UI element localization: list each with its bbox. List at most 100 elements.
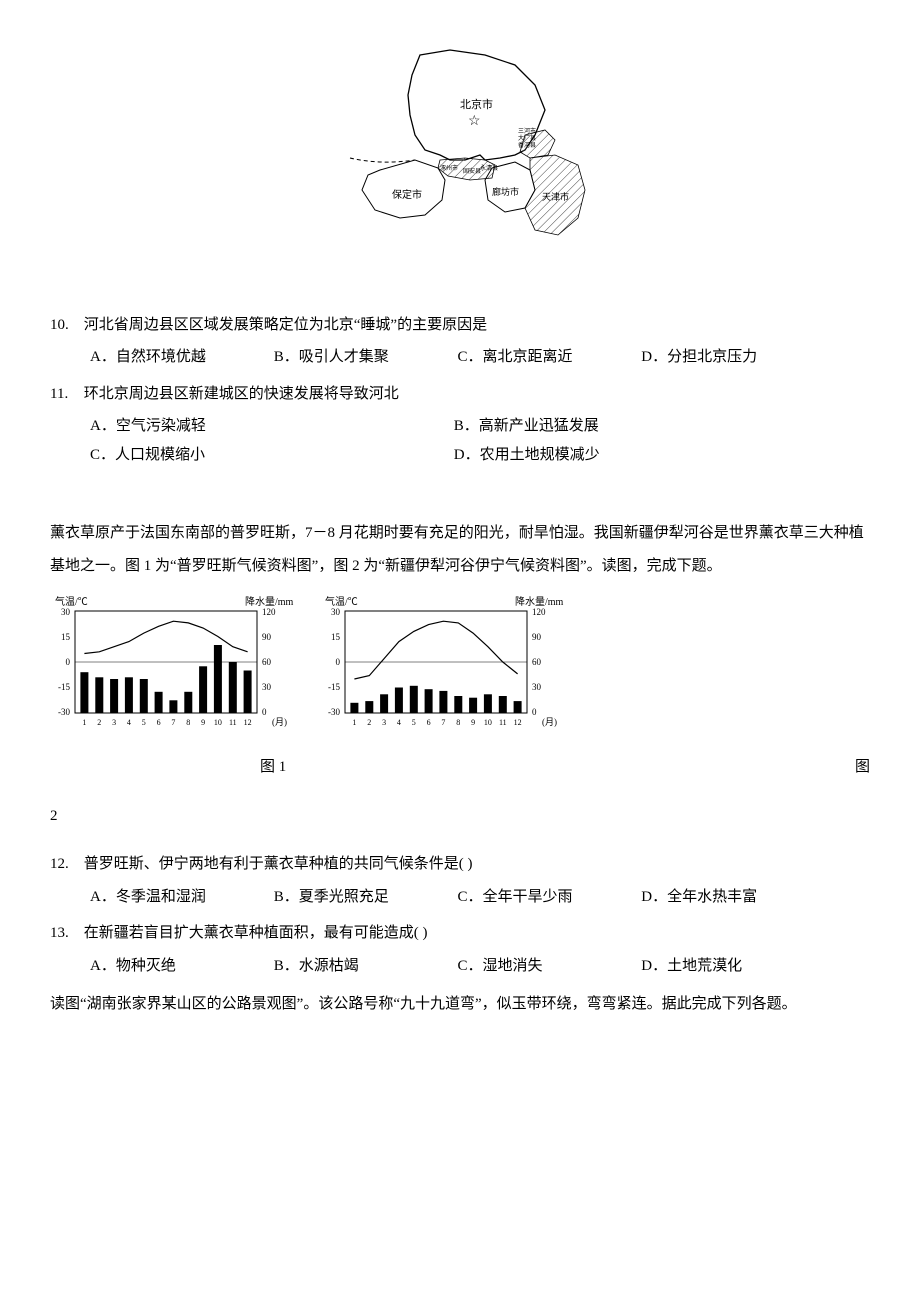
c1-month-unit: (月) (272, 717, 287, 727)
svg-text:1: 1 (82, 718, 86, 727)
q13-option-a: A．物种灭绝 (90, 952, 270, 981)
svg-text:5: 5 (412, 718, 416, 727)
c2-t2: 0 (336, 657, 341, 667)
q12-text: 普罗旺斯、伊宁两地有利于薰衣草种植的共同气候条件是( ) (84, 856, 473, 872)
q13-option-b: B．水源枯竭 (274, 952, 454, 981)
figure-2-label-a: 图 (855, 753, 870, 782)
c1-p1: 90 (262, 632, 272, 642)
q13-option-c: C．湿地消失 (458, 952, 638, 981)
c1-p0: 120 (262, 607, 276, 617)
map-label-baoding: 保定市 (392, 188, 422, 201)
svg-text:10: 10 (484, 718, 492, 727)
svg-text:5: 5 (142, 718, 146, 727)
svg-text:9: 9 (201, 718, 205, 727)
figure-1-label: 图 1 (260, 753, 286, 782)
q11-option-c: C．人口规模缩小 (90, 441, 450, 470)
svg-text:11: 11 (499, 718, 507, 727)
c2-t3: -15 (328, 682, 340, 692)
q11-text: 环北京周边县区新建城区的快速发展将导致河北 (84, 386, 399, 402)
map-label-sanhe: 三河市 (518, 127, 536, 135)
svg-text:12: 12 (244, 718, 252, 727)
svg-text:4: 4 (127, 718, 131, 727)
svg-text:2: 2 (367, 718, 371, 727)
figure-labels-row: 图 1 图 (50, 753, 870, 782)
svg-text:3: 3 (382, 718, 386, 727)
map-label-guan: 固安县 (463, 167, 481, 175)
svg-text:6: 6 (427, 718, 431, 727)
c1-t2: 0 (66, 657, 71, 667)
c2-temp-line (354, 621, 517, 679)
map-label-zhuozhou: 涿州市 (440, 164, 458, 172)
figure-2-label-b: 2 (50, 802, 870, 831)
c1-bars (80, 645, 251, 713)
map-label-xianghe: 香河县 (518, 141, 536, 149)
map-svg: ☆ 北京市 三河市 大厂县 香河县 涿州市 固安县 永清县 保定市 廊坊市 天津… (320, 40, 600, 270)
q10-number: 10. (50, 311, 80, 340)
climate-chart-2: 气温/℃ 降水量/mm 30 15 0 -15 -30 120 90 60 30… (320, 593, 570, 743)
q10-text: 河北省周边县区区域发展策略定位为北京“睡城”的主要原因是 (84, 317, 487, 333)
svg-text:4: 4 (397, 718, 401, 727)
map-label-beijing: 北京市 (460, 97, 493, 111)
q13-option-d: D．土地荒漠化 (641, 952, 821, 981)
svg-text:8: 8 (456, 718, 460, 727)
c2-t4: -30 (328, 707, 340, 717)
c1-temp-line (84, 621, 247, 653)
q10-option-d: D．分担北京压力 (641, 343, 821, 372)
svg-text:7: 7 (441, 718, 445, 727)
c2-t0: 30 (331, 607, 341, 617)
q11-number: 11. (50, 380, 80, 409)
c2-p2: 60 (532, 657, 542, 667)
q12-options: A．冬季温和湿润 B．夏季光照充足 C．全年干旱少雨 D．全年水热丰富 (50, 883, 870, 912)
passage-lavender: 薰衣草原产于法国东南部的普罗旺斯，7－8 月花期时要有充足的阳光，耐旱怕湿。我国… (50, 517, 870, 583)
c1-p3: 30 (262, 682, 272, 692)
climate-charts-row: 气温/℃ 降水量/mm 30 15 0 -15 -30 120 90 60 30… (50, 593, 870, 743)
question-11: 11. 环北京周边县区新建城区的快速发展将导致河北 (50, 380, 870, 409)
svg-text:8: 8 (186, 718, 190, 727)
question-13: 13. 在新疆若盲目扩大薰衣草种植面积，最有可能造成( ) (50, 919, 870, 948)
c2-bars (350, 686, 521, 713)
climate-chart-1: 气温/℃ 降水量/mm 30 15 0 -15 -30 120 90 60 30… (50, 593, 300, 743)
c1-t4: -30 (58, 707, 70, 717)
c2-t1: 15 (331, 632, 341, 642)
q10-option-b: B．吸引人才集聚 (274, 343, 454, 372)
svg-text:10: 10 (214, 718, 222, 727)
c2-p4: 0 (532, 707, 537, 717)
passage-zhangjiajie: 读图“湖南张家界某山区的公路景观图”。该公路号称“九十九道弯”，似玉带环绕，弯弯… (50, 988, 870, 1021)
svg-text:11: 11 (229, 718, 237, 727)
question-10: 10. 河北省周边县区区域发展策略定位为北京“睡城”的主要原因是 (50, 311, 870, 340)
c2-months: 123456789101112 (352, 718, 521, 727)
capital-star-icon: ☆ (468, 114, 481, 129)
q12-option-a: A．冬季温和湿润 (90, 883, 270, 912)
q10-options: A．自然环境优越 B．吸引人才集聚 C．离北京距离近 D．分担北京压力 (50, 343, 870, 372)
map-label-yongqing: 永清县 (480, 164, 498, 172)
q10-option-c: C．离北京距离近 (458, 343, 638, 372)
svg-text:1: 1 (352, 718, 356, 727)
q13-options: A．物种灭绝 B．水源枯竭 C．湿地消失 D．土地荒漠化 (50, 952, 870, 981)
c1-months: 123456789101112 (82, 718, 251, 727)
map-label-tianjin: 天津市 (542, 191, 569, 202)
c2-p1: 90 (532, 632, 542, 642)
svg-text:12: 12 (514, 718, 522, 727)
map-label-daguang: 大厂县 (518, 134, 536, 142)
q12-option-c: C．全年干旱少雨 (458, 883, 638, 912)
q12-option-d: D．全年水热丰富 (641, 883, 821, 912)
q11-option-b: B．高新产业迅猛发展 (454, 412, 814, 441)
q11-option-a: A．空气污染减轻 (90, 412, 450, 441)
svg-text:9: 9 (471, 718, 475, 727)
c2-month-unit: (月) (542, 717, 557, 727)
q12-option-b: B．夏季光照充足 (274, 883, 454, 912)
c1-t3: -15 (58, 682, 70, 692)
q13-text: 在新疆若盲目扩大薰衣草种植面积，最有可能造成( ) (84, 925, 428, 941)
q10-option-a: A．自然环境优越 (90, 343, 270, 372)
svg-text:3: 3 (112, 718, 116, 727)
c1-temp-axis-label: 气温/℃ (55, 595, 88, 608)
svg-text:6: 6 (157, 718, 161, 727)
q13-number: 13. (50, 919, 80, 948)
c2-temp-axis-label: 气温/℃ (325, 595, 358, 608)
q11-options: A．空气污染减轻 B．高新产业迅猛发展 C．人口规模缩小 D．农用土地规模减少 (50, 412, 870, 469)
svg-text:2: 2 (97, 718, 101, 727)
svg-text:7: 7 (171, 718, 175, 727)
question-12: 12. 普罗旺斯、伊宁两地有利于薰衣草种植的共同气候条件是( ) (50, 850, 870, 879)
c1-t0: 30 (61, 607, 71, 617)
beijing-region-map: ☆ 北京市 三河市 大厂县 香河县 涿州市 固安县 永清县 保定市 廊坊市 天津… (50, 40, 870, 281)
